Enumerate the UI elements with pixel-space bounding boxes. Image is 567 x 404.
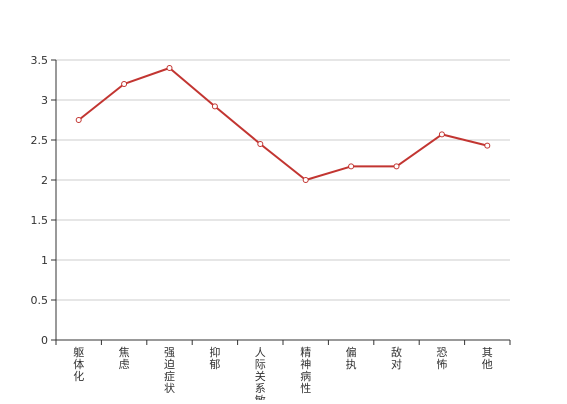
data-point xyxy=(302,177,309,183)
data-point xyxy=(348,163,355,170)
data-point xyxy=(257,141,264,147)
grid-layer xyxy=(56,59,510,301)
x-tick-label: 强迫症状 xyxy=(164,346,175,395)
series-line xyxy=(78,67,488,181)
y-tick-label: 1.5 xyxy=(31,214,49,227)
x-tick-label: 人际关系敏感 xyxy=(255,346,266,400)
x-tick-label: 偏执 xyxy=(346,345,357,371)
y-tick-label: 2.5 xyxy=(31,134,49,147)
data-point xyxy=(438,131,445,138)
y-tick-label: 0.5 xyxy=(31,294,49,307)
axis-layer: 0 0.5 1 1.5 2 2.5 3 3.5 躯体化 焦虑 强迫症状 抑郁 人际关系敏感 精神病性 偏执 敌… xyxy=(31,54,511,404)
x-tick-label: 躯体化 xyxy=(73,346,84,383)
y-tick-label: 3.5 xyxy=(31,54,49,67)
data-point xyxy=(211,103,218,110)
y-tick-label: 1 xyxy=(41,254,48,267)
data-point xyxy=(484,142,491,149)
data-point xyxy=(166,65,173,71)
data-point xyxy=(121,81,128,87)
x-tick-label: 焦虑 xyxy=(119,346,130,371)
x-tick-label: 恐怖 xyxy=(436,346,447,371)
y-tick-label: 3 xyxy=(41,94,48,107)
x-tick-label: 敌对 xyxy=(391,345,402,371)
series-layer xyxy=(75,65,491,183)
x-tick-label: 精神病性 xyxy=(300,346,311,395)
data-point xyxy=(393,163,400,170)
y-tick-label: 2 xyxy=(41,174,48,187)
x-tick-label: 抑郁 xyxy=(209,345,220,371)
data-point xyxy=(75,117,82,123)
x-tick-label: 其他 xyxy=(482,346,493,371)
y-tick-label: 0 xyxy=(41,334,48,347)
